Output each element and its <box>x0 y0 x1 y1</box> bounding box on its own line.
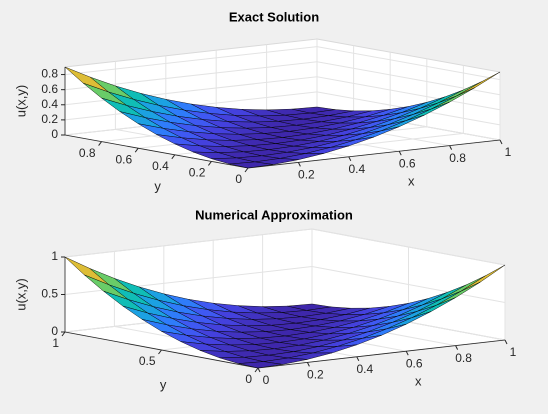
x-tick <box>257 367 261 373</box>
x-axis-label: x <box>408 174 415 189</box>
y-axis-label: y <box>154 179 161 194</box>
y-tick-label: 0.5 <box>139 354 156 368</box>
x-tick <box>499 139 503 145</box>
y-tick <box>171 154 176 160</box>
x-tick <box>449 145 453 150</box>
y-axis <box>64 134 249 169</box>
x-tick-label: 0.2 <box>298 168 315 182</box>
grid-line <box>64 61 501 96</box>
x-tick <box>398 150 402 156</box>
y-tick <box>207 161 212 166</box>
x-tick-label: 0.8 <box>449 151 466 165</box>
z-tick-label: 0 <box>51 324 58 338</box>
grid-line <box>64 46 501 81</box>
x-tick <box>405 350 409 356</box>
y-tick-label: 1 <box>52 336 59 350</box>
y-tick-label: 0.2 <box>189 166 206 180</box>
y-tick <box>61 331 66 337</box>
x-tick-label: 0.8 <box>455 351 472 365</box>
y-tick-label: 0 <box>245 372 252 386</box>
chart-title: Exact Solution <box>229 9 319 24</box>
x-tick-label: 0 <box>263 373 270 387</box>
x-tick-label: 1 <box>505 145 512 159</box>
x-axis <box>257 339 506 369</box>
x-tick <box>306 362 310 367</box>
y-tick <box>254 367 259 373</box>
x-tick <box>504 339 508 345</box>
z-axis-label: u(x,y) <box>13 278 28 311</box>
grid-line <box>64 265 506 303</box>
x-tick-label: 0.4 <box>356 362 373 376</box>
x-tick-label: 0.2 <box>307 368 324 382</box>
z-tick-label: 0 <box>51 127 58 141</box>
x-tick-label: 0.6 <box>406 356 423 370</box>
z-tick-label: 0.2 <box>41 112 58 126</box>
x-tick <box>455 345 459 350</box>
y-tick-label: 0.8 <box>79 146 96 160</box>
x-tick <box>297 162 301 167</box>
y-tick <box>98 141 102 146</box>
z-tick-label: 0.4 <box>41 97 58 111</box>
x-tick-label: 1 <box>510 345 517 359</box>
y-axis-label: y <box>160 377 167 392</box>
surface-face <box>229 161 274 169</box>
surface-face <box>238 361 283 369</box>
x-tick-label: 0.4 <box>348 162 365 176</box>
x-tick <box>356 356 360 362</box>
y-tick <box>244 167 249 173</box>
z-tick-label: 1 <box>51 249 58 263</box>
z-tick-label: 0.8 <box>41 67 58 81</box>
z-tick-label: 0.6 <box>41 82 58 96</box>
z-tick-label: 0.5 <box>41 287 58 301</box>
y-tick-label: 0.4 <box>152 159 169 173</box>
x-tick <box>348 156 352 162</box>
z-axis-label: u(x,y) <box>13 85 28 118</box>
grid-line <box>64 228 506 266</box>
x-axis-label: x <box>415 374 422 389</box>
x-axis <box>247 139 501 169</box>
y-tick <box>134 147 139 153</box>
y-tick <box>158 349 162 355</box>
chart-title: Numerical Approximation <box>195 207 353 222</box>
y-tick-label: 0 <box>235 172 242 186</box>
x-tick-label: 0.6 <box>399 156 416 170</box>
y-tick-label: 0.6 <box>116 152 133 166</box>
